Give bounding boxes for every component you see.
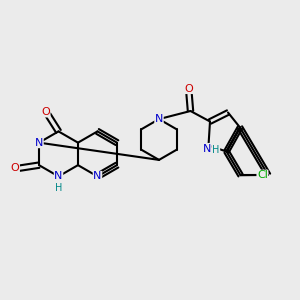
Text: N: N bbox=[203, 143, 211, 154]
Text: N: N bbox=[35, 138, 43, 148]
Text: H: H bbox=[212, 145, 220, 155]
Text: N: N bbox=[155, 114, 163, 124]
Text: N: N bbox=[54, 171, 63, 182]
Text: O: O bbox=[184, 83, 194, 94]
Text: N: N bbox=[93, 171, 102, 182]
Text: O: O bbox=[41, 107, 50, 117]
Text: H: H bbox=[55, 183, 62, 193]
Text: O: O bbox=[11, 163, 20, 173]
Text: Cl: Cl bbox=[257, 170, 268, 180]
